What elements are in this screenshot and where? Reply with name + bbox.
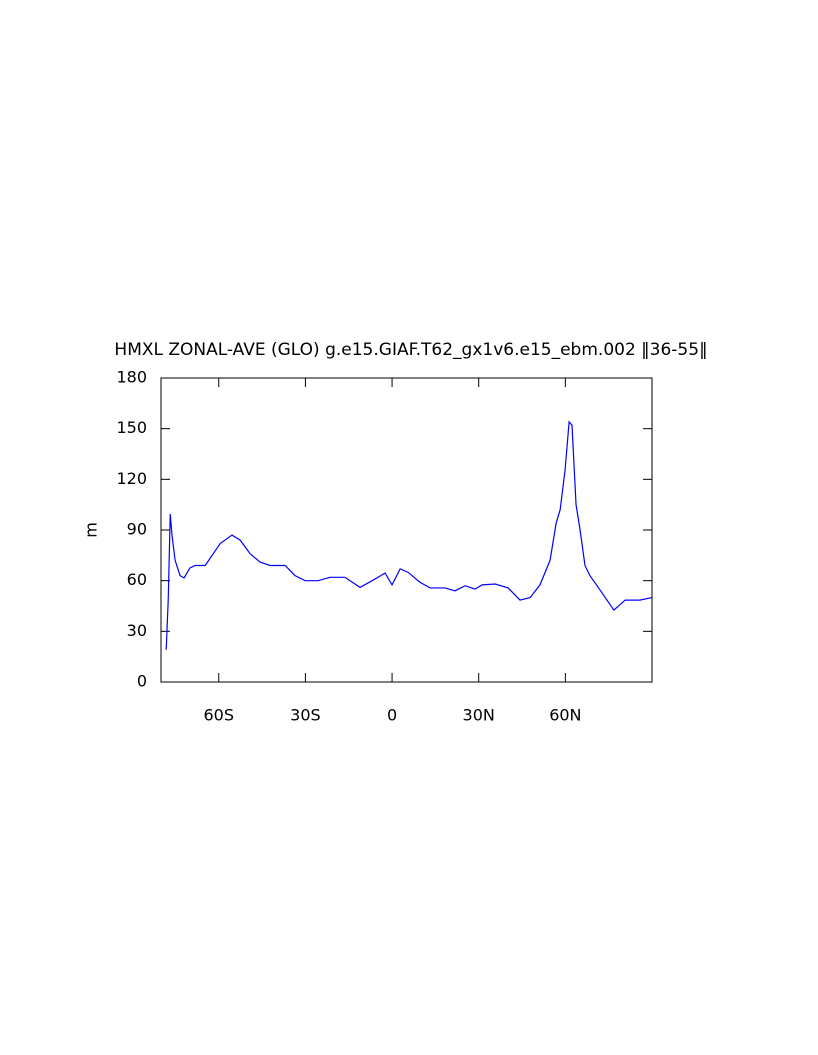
x-tick-label: 30N [463,706,495,725]
x-tick-label: 0 [387,706,397,725]
data-line [165,420,653,650]
y-tick-label: 180 [116,368,147,387]
y-tick-label: 30 [127,621,147,640]
y-tick-label: 120 [116,469,147,488]
x-tick-label: 60N [549,706,581,725]
x-tick-label: 60S [204,706,235,725]
y-tick-label: 90 [127,520,147,539]
chart-title: HMXL ZONAL-AVE (GLO) g.e15.GIAF.T62_gx1v… [114,340,707,360]
y-tick-label: 60 [127,570,147,589]
y-tick-label: 0 [137,672,147,691]
plot-frame [160,377,653,683]
y-axis-label: m [82,522,101,538]
y-tick-label: 150 [116,418,147,437]
x-tick-label: 30S [290,706,321,725]
